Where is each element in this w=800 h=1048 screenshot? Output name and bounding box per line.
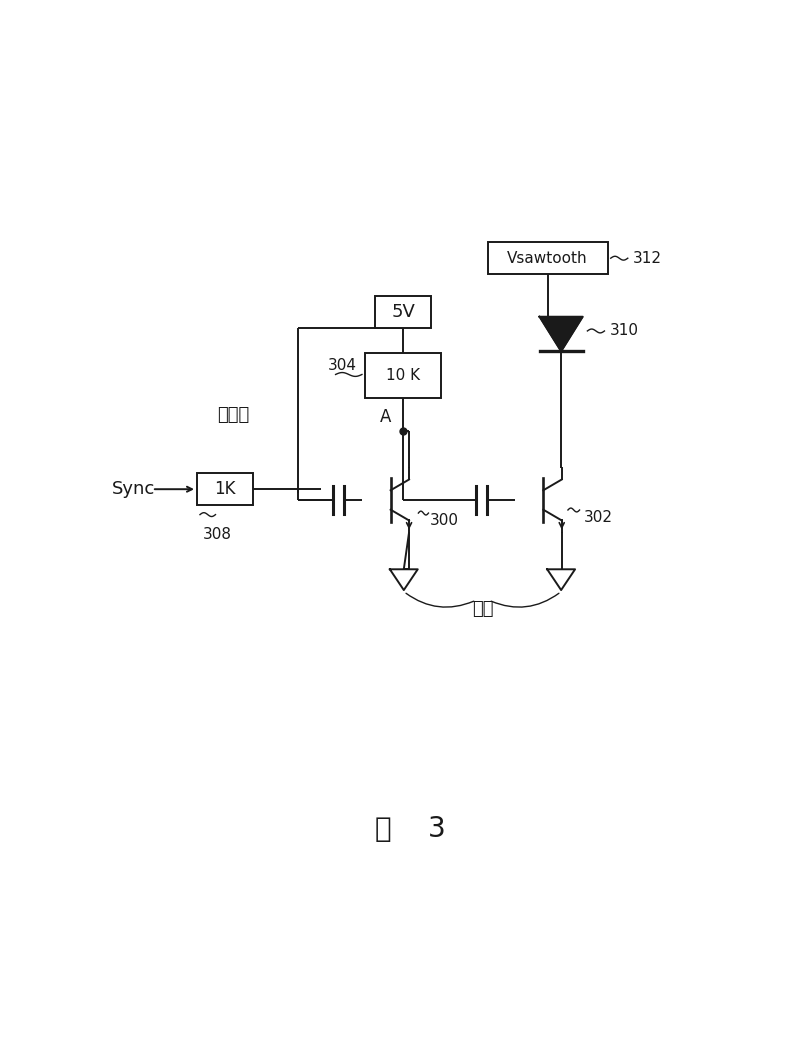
Text: 图: 图: [374, 814, 391, 843]
Text: 300: 300: [430, 514, 459, 528]
Polygon shape: [539, 316, 582, 351]
Text: 5V: 5V: [391, 303, 415, 321]
Text: 312: 312: [633, 250, 662, 266]
Text: Sync: Sync: [112, 480, 155, 498]
Text: 1K: 1K: [214, 480, 235, 498]
Text: 302: 302: [583, 510, 613, 525]
Text: 3: 3: [428, 814, 446, 843]
Bar: [487, 242, 608, 275]
Bar: [365, 353, 441, 397]
Text: A: A: [380, 408, 392, 427]
Text: 310: 310: [610, 323, 639, 337]
Text: 308: 308: [203, 527, 232, 542]
Text: 10 K: 10 K: [386, 368, 420, 383]
Bar: [375, 296, 431, 328]
Text: 系统端: 系统端: [217, 407, 250, 424]
Text: 304: 304: [328, 358, 357, 373]
Text: 接地: 接地: [472, 601, 494, 618]
Text: Vsawtooth: Vsawtooth: [507, 250, 588, 266]
Bar: [197, 473, 253, 505]
